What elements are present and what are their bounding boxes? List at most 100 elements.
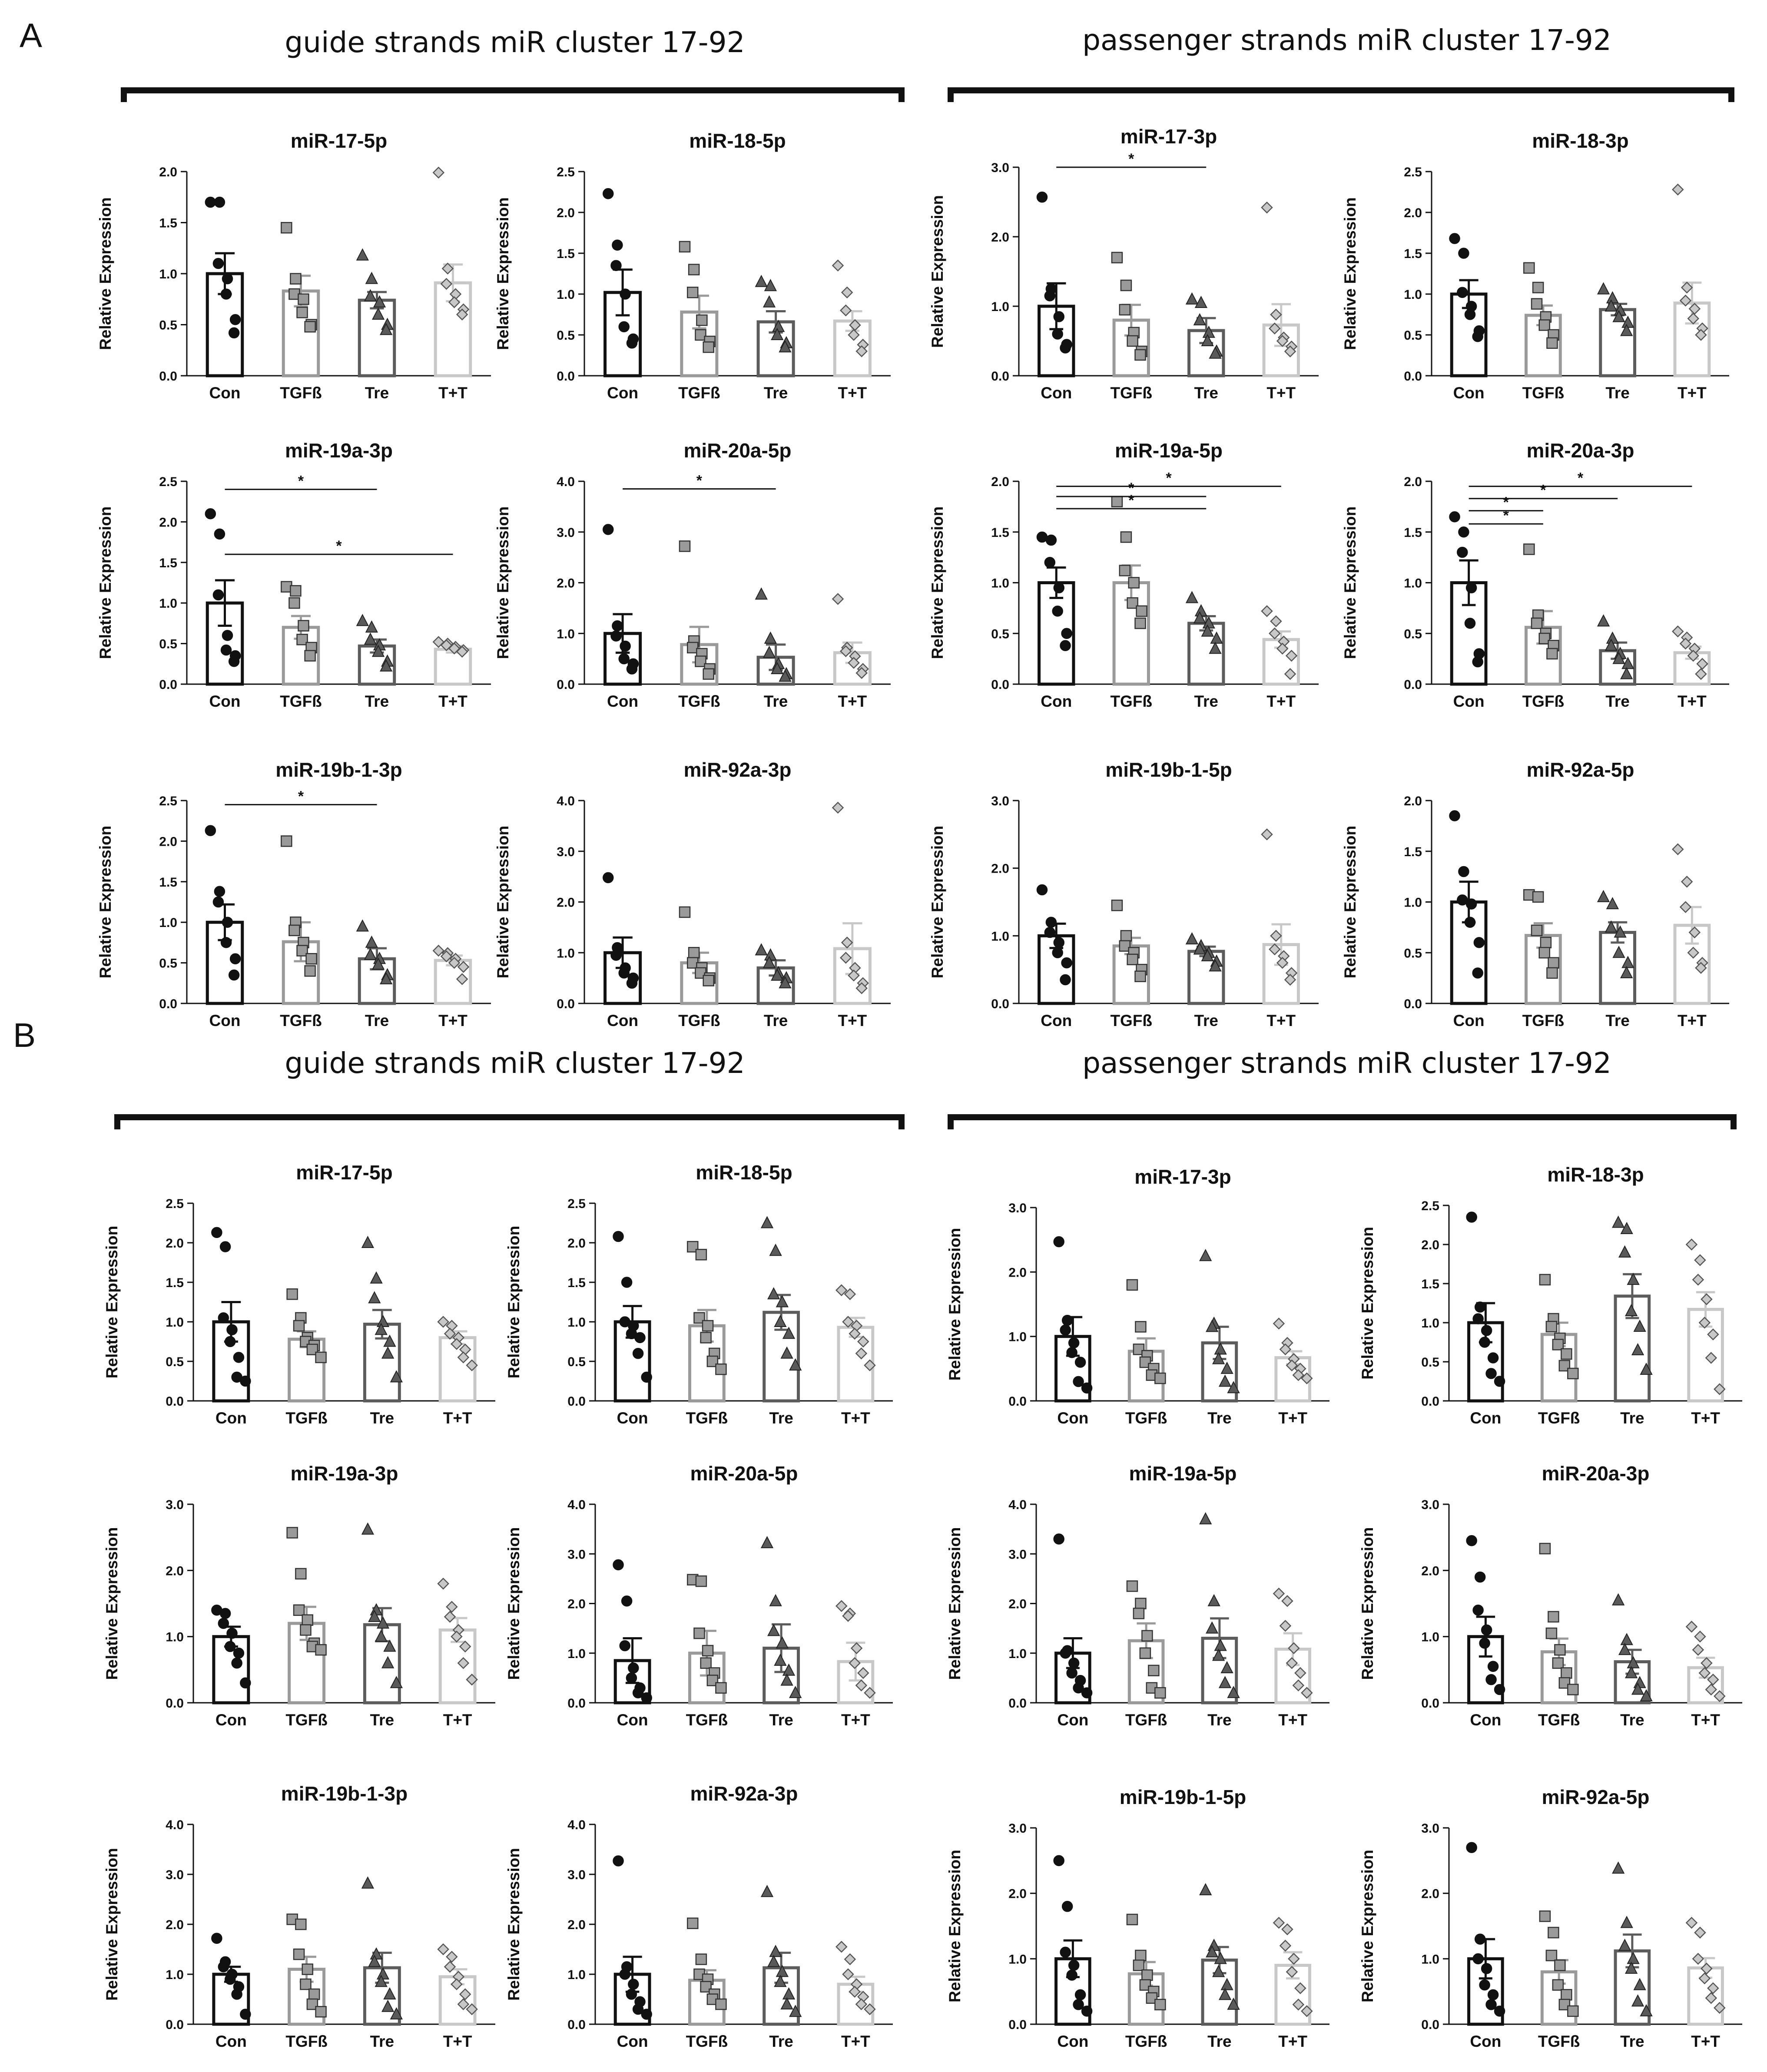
category-label: Con (607, 1012, 638, 1029)
category-label: T+T (1278, 1711, 1307, 1729)
chart-a-mir-92a-3p: miR-92a-3p Relative Expression 0.0 1.0 2.0 3.… (494, 758, 891, 1029)
y-tick-label: 1.0 (991, 300, 1009, 314)
category-label: T+T (838, 384, 867, 402)
category-label: TGFß (678, 1012, 720, 1029)
data-point (679, 906, 691, 918)
data-point (1473, 937, 1485, 948)
data-point (437, 1943, 449, 1956)
bar-con (1450, 581, 1488, 686)
data-point (381, 1346, 395, 1359)
significance-star: * (696, 473, 703, 489)
data-point (364, 289, 377, 301)
chart-a-mir-19b-1-3p: miR-19b-1-3p Relative Expression 0.0 0.5 1.0… (96, 758, 491, 1029)
category-label: Con (1470, 1409, 1501, 1427)
data-point (1066, 1667, 1077, 1679)
data-point (211, 1933, 222, 1944)
category-label: TGFß (285, 2032, 328, 2050)
chart-title: miR-19b-1-5p (1120, 1786, 1246, 1808)
y-tick-label: 2.0 (166, 1564, 184, 1578)
data-point (1068, 1657, 1080, 1669)
data-point (1126, 1580, 1138, 1592)
data-point (703, 668, 714, 680)
data-point (281, 222, 292, 234)
data-point (1714, 1383, 1726, 1395)
data-point (774, 1975, 787, 1987)
data-point (228, 969, 240, 981)
data-point (779, 340, 792, 353)
y-tick-label: 2.0 (1421, 1238, 1439, 1252)
data-point (1561, 1667, 1572, 1679)
chart-title: miR-17-5p (291, 129, 387, 152)
category-label: Con (209, 384, 241, 402)
category-label: Tre (370, 1711, 395, 1729)
data-point (1119, 304, 1131, 316)
y-tick-label: 3.0 (557, 845, 575, 859)
chart-title: miR-19a-5p (1129, 1462, 1237, 1485)
y-tick-label: 1.5 (1404, 526, 1422, 540)
data-point (1136, 605, 1147, 617)
chart-title: miR-17-3p (1134, 1165, 1231, 1188)
data-point (1701, 1657, 1713, 1669)
data-point (1053, 311, 1064, 322)
data-point (233, 1648, 245, 1659)
data-point (1707, 1982, 1719, 1994)
y-tick-label: 2.0 (1404, 475, 1422, 489)
data-point (1605, 639, 1618, 651)
data-point (1273, 1587, 1285, 1600)
data-point (1487, 1989, 1499, 2000)
data-point (293, 1320, 305, 1332)
data-point (1612, 946, 1625, 958)
y-tick-label: 0.5 (166, 1355, 184, 1369)
data-point (621, 1277, 633, 1288)
y-tick-label: 0.5 (1404, 946, 1422, 960)
data-point (1540, 937, 1552, 949)
data-point (1624, 1304, 1638, 1316)
data-point (789, 2005, 802, 2017)
data-point (1464, 309, 1476, 320)
data-point (1220, 1661, 1233, 1674)
significance-star: * (298, 473, 304, 490)
category-label: TGFß (1522, 384, 1565, 402)
data-point (762, 645, 776, 658)
significance-star: * (1128, 151, 1134, 167)
data-point (1068, 1337, 1080, 1349)
category-label: T+T (841, 1711, 870, 1729)
data-point (1672, 625, 1684, 638)
data-point (212, 896, 224, 908)
data-point (1672, 183, 1684, 196)
data-point (1206, 1621, 1219, 1634)
chart-title: miR-20a-5p (684, 439, 792, 462)
data-point (1199, 1249, 1212, 1261)
data-point (700, 1657, 712, 1669)
category-label: Tre (1194, 384, 1218, 402)
data-point (1212, 1648, 1225, 1661)
data-point (1279, 1343, 1292, 1356)
y-axis-label: Relative Expression (494, 826, 512, 979)
data-point (1487, 1661, 1499, 1672)
data-point (839, 952, 852, 964)
y-tick-label: 2.0 (567, 1918, 586, 1932)
chart-b-mir-17-5p: miR-17-5p Relative Expression 0.0 0.5 1.0 1.5… (103, 1161, 495, 1427)
data-point (231, 1657, 242, 1669)
data-point (1127, 953, 1138, 966)
data-point (1133, 1959, 1145, 1971)
data-point (214, 196, 225, 208)
data-point (695, 329, 706, 341)
y-tick-label: 2.0 (1008, 1265, 1027, 1280)
chart-b-mir-18-3p: miR-18-3p Relative Expression 0.0 0.5 1.0 1.5… (1359, 1163, 1742, 1427)
data-point (293, 1948, 305, 1960)
data-point (456, 645, 468, 658)
significance-star: * (1503, 494, 1509, 511)
data-point (383, 1639, 396, 1652)
category-label: Tre (1194, 692, 1218, 710)
data-point (1201, 949, 1214, 962)
chart-a-mir-17-5p: miR-17-5p Relative Expression 0.0 0.5 1.0 1.5… (96, 129, 491, 402)
data-point (1066, 1969, 1077, 1981)
data-point (1481, 1325, 1492, 1336)
data-point (1294, 1982, 1306, 1994)
data-point (771, 968, 784, 981)
significance-star: * (298, 788, 304, 804)
data-point (641, 1692, 652, 1704)
chart-title: miR-17-3p (1121, 125, 1217, 148)
